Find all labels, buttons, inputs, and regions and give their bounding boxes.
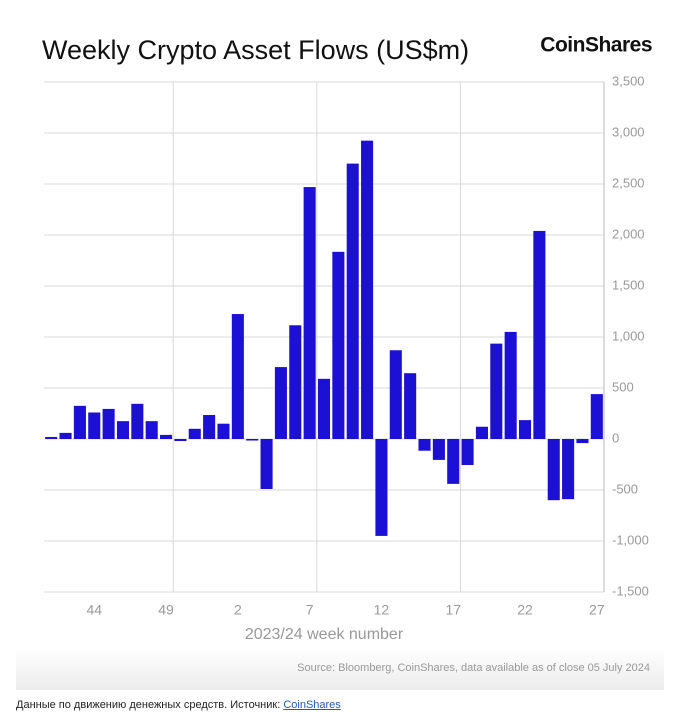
chart: Weekly Crypto Asset Flows (US$m) CoinSha…	[16, 34, 664, 690]
bar	[274, 367, 287, 439]
y-tick-label: -500	[612, 481, 638, 496]
y-tick-label: 1,500	[612, 277, 645, 292]
bar	[576, 439, 589, 444]
bar	[131, 403, 144, 439]
bar	[590, 394, 603, 439]
bar	[475, 426, 488, 439]
bar	[361, 140, 374, 439]
bar	[461, 439, 474, 466]
bar	[59, 432, 72, 439]
x-tick-label: 44	[86, 602, 102, 618]
source-band	[16, 648, 664, 690]
x-tick-label: 12	[374, 602, 390, 618]
y-tick-label: -1,000	[612, 532, 649, 547]
bar	[375, 439, 388, 536]
bar	[231, 314, 244, 439]
y-tick-label: 3,500	[612, 73, 645, 88]
y-tick-label: 0	[612, 430, 619, 445]
bar	[447, 439, 460, 484]
bar	[490, 343, 503, 439]
bar	[188, 428, 201, 439]
bar	[174, 439, 187, 442]
bar	[116, 421, 130, 439]
y-tick-label: 500	[612, 379, 634, 394]
bar	[303, 187, 316, 439]
bar	[389, 350, 402, 439]
bar	[246, 439, 259, 441]
y-tick-label: 1,000	[612, 328, 645, 343]
x-tick-label: 49	[158, 602, 174, 618]
bar	[73, 405, 86, 439]
x-tick-label: 22	[517, 602, 533, 618]
caption-link[interactable]: CoinShares	[283, 699, 341, 711]
bar	[533, 230, 546, 439]
source-note: Source: Bloomberg, CoinShares, data avai…	[297, 662, 650, 674]
x-tick-label: 17	[445, 602, 461, 618]
bar	[260, 439, 273, 489]
bar	[45, 436, 58, 439]
x-tick-label: 27	[589, 602, 605, 618]
y-tick-label: -1,500	[612, 583, 649, 598]
bar	[332, 251, 345, 439]
bar	[160, 434, 173, 439]
bar	[562, 439, 575, 500]
bar	[102, 408, 115, 439]
x-tick-label: 7	[306, 602, 314, 618]
x-tick-label: 2	[234, 602, 242, 618]
y-tick-label: 2,000	[612, 226, 645, 241]
bar	[404, 373, 417, 439]
bar	[145, 421, 158, 439]
bar	[418, 439, 431, 451]
bar	[518, 420, 532, 439]
y-tick-label: 3,000	[612, 124, 645, 139]
bar	[203, 415, 216, 439]
caption: Данные по движению денежных средств. Ист…	[16, 699, 341, 711]
y-tick-label: 2,500	[612, 175, 645, 190]
bar	[317, 378, 331, 439]
bar	[504, 331, 517, 439]
chart-title: Weekly Crypto Asset Flows (US$m)	[42, 35, 469, 65]
bar	[346, 163, 359, 439]
bar	[88, 412, 101, 439]
bar	[217, 423, 230, 439]
brand-logo: CoinShares	[540, 34, 652, 57]
bar	[547, 439, 560, 501]
caption-text: Данные по движению денежных средств. Ист…	[16, 699, 284, 711]
x-axis-label: 2023/24 week number	[245, 626, 404, 643]
bar	[289, 325, 302, 439]
bar	[432, 439, 445, 460]
